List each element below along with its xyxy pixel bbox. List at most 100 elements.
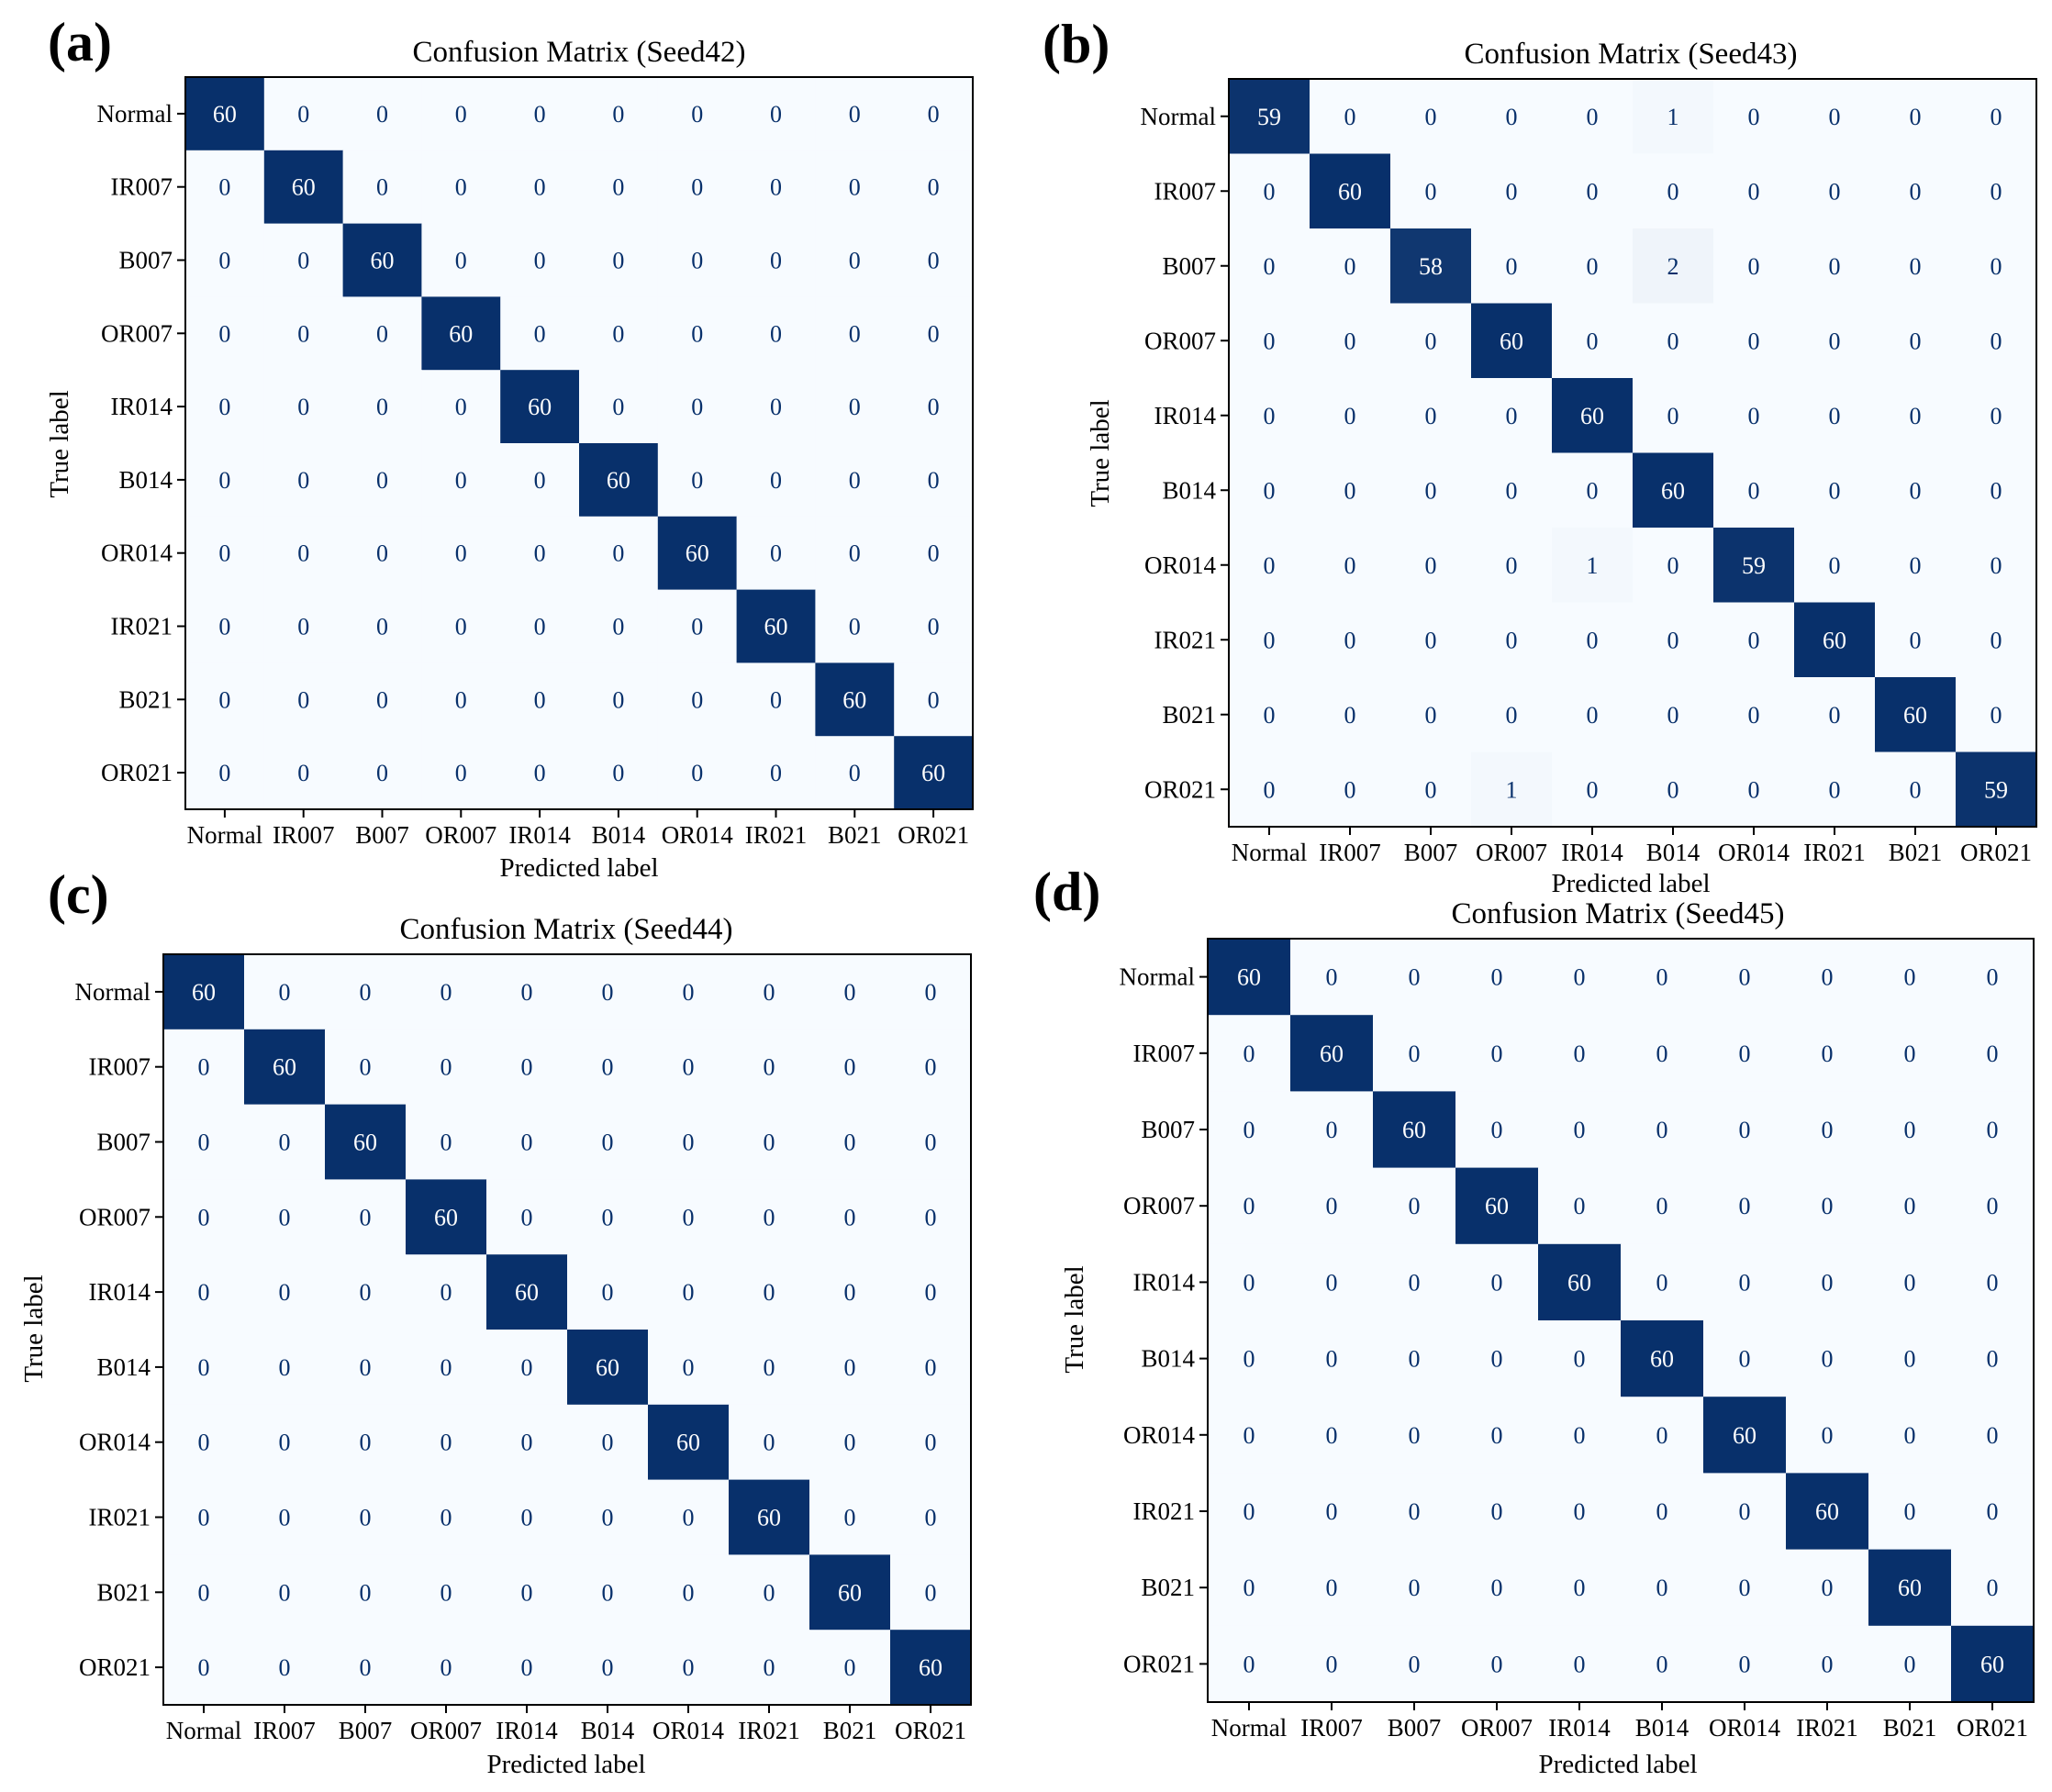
panel-d-cell-value-r0-c9: 0 — [1987, 964, 1999, 991]
panel-d-xtick-label-9: OR021 — [1957, 1714, 2028, 1742]
panel-d-cell-r6-c2 — [1373, 1397, 1456, 1474]
panel-a-cell-r5-c3 — [421, 443, 501, 518]
panel-d-cell-value-r7-c2: 0 — [1409, 1498, 1421, 1525]
panel-a-cell-r9-c1 — [263, 736, 344, 810]
panel-c-cell-value-r3-c3: 60 — [434, 1204, 458, 1230]
panel-d-cell-r0-c0 — [1208, 939, 1291, 1016]
panel-a-cell-value-r7-c5: 0 — [612, 614, 624, 640]
panel-d-cell-r1-c2 — [1373, 1015, 1456, 1092]
panel-a-cell-r9-c6 — [657, 736, 738, 810]
panel-c-cell-r2-c5 — [567, 1104, 649, 1180]
panel-d-cell-value-r8-c9: 0 — [1987, 1575, 1999, 1601]
panel-c-cell-value-r9-c9: 60 — [919, 1654, 942, 1681]
panel-d-cell-r2-c2 — [1373, 1091, 1456, 1169]
panel-d-cell-value-r3-c7: 0 — [1822, 1193, 1834, 1219]
panel-a-cell-r4-c6 — [657, 370, 738, 444]
panel-d-ytick-label-8: B021 — [1141, 1574, 1195, 1601]
panel-a-cell-r4-c0 — [185, 370, 265, 444]
panel-c-label: (c) — [48, 864, 109, 925]
panel-c-matrix-frame — [162, 953, 972, 1706]
panel-c-cell-r3-c1 — [244, 1179, 326, 1255]
panel-d-cell-r4-c0 — [1208, 1243, 1291, 1321]
panel-d-cell-r8-c6 — [1703, 1549, 1787, 1627]
panel-c-cell-r3-c8 — [809, 1179, 891, 1255]
panel-c-cell-value-r2-c1: 0 — [279, 1130, 291, 1156]
panel-d-cell-value-r9-c2: 0 — [1409, 1651, 1421, 1677]
panel-b-cell-value-r9-c2: 0 — [1425, 776, 1437, 803]
panel-b-cell-r8-c8 — [1875, 677, 1957, 752]
panel-c-ytick-label-2: B007 — [96, 1129, 151, 1156]
panel-c-cell-value-r2-c4: 0 — [521, 1130, 533, 1156]
panel-d-cell-value-r7-c0: 0 — [1243, 1498, 1255, 1525]
panel-a-matrix-frame — [184, 76, 974, 810]
panel-d-cell-r1-c5 — [1621, 1015, 1704, 1092]
panel-b-cell-value-r1-c8: 0 — [1910, 178, 1922, 205]
panel-d-cell-value-r2-c6: 0 — [1739, 1117, 1751, 1143]
panel-b-xtick-label-9: OR021 — [1960, 839, 2032, 866]
panel-d-cell-r4-c9 — [1951, 1243, 2035, 1321]
panel-b-cell-r9-c3 — [1471, 751, 1553, 828]
panel-c-cell-r6-c0 — [163, 1404, 245, 1481]
panel-d-cell-r9-c9 — [1951, 1625, 2035, 1703]
panel-d-cell-value-r8-c1: 0 — [1326, 1575, 1338, 1601]
panel-b-matrix-frame — [1228, 78, 2037, 828]
panel-d-cell-r0-c9 — [1951, 939, 2035, 1016]
panel-b-cell-r1-c6 — [1713, 153, 1795, 229]
panel-d-cell-value-r6-c0: 0 — [1243, 1422, 1255, 1449]
panel-b-cell-r3-c3 — [1471, 303, 1553, 379]
panel-a-cell-value-r7-c1: 0 — [297, 614, 309, 640]
panel-a-cell-r2-c5 — [579, 223, 659, 297]
panel-a-cell-r4-c9 — [894, 370, 974, 444]
panel-c-cell-r9-c2 — [325, 1630, 407, 1706]
panel-b-cell-value-r1-c7: 0 — [1829, 178, 1841, 205]
panel-c-cell-value-r4-c6: 0 — [683, 1279, 695, 1306]
panel-c-cell-value-r0-c0: 60 — [192, 979, 216, 1006]
panel-a-cell-value-r1-c4: 0 — [534, 174, 546, 201]
panel-d-cell-r0-c8 — [1868, 939, 1952, 1016]
panel-d-cell-r4-c3 — [1455, 1243, 1539, 1321]
panel-a-cell-value-r1-c2: 0 — [376, 174, 388, 201]
panel-c-cell-r5-c5 — [567, 1330, 649, 1406]
panel-c-cell-value-r1-c1: 60 — [273, 1054, 296, 1081]
panel-d-cell-value-r8-c2: 0 — [1409, 1575, 1421, 1601]
panel-d-cell-value-r9-c3: 0 — [1491, 1651, 1503, 1677]
panel-c-cell-value-r2-c6: 0 — [683, 1130, 695, 1156]
panel-d-cell-value-r6-c6: 60 — [1733, 1422, 1756, 1449]
panel-a-cell-r8-c2 — [342, 662, 422, 737]
panel-a-cell-r9-c3 — [421, 736, 501, 810]
panel-a-cell-value-r7-c3: 0 — [455, 614, 467, 640]
panel-b-cell-r8-c1 — [1310, 677, 1391, 752]
panel-b-cell-value-r9-c1: 0 — [1344, 776, 1356, 803]
panel-b-cell-r6-c3 — [1471, 528, 1553, 603]
panel-a-ytick-label-2: B007 — [118, 247, 173, 274]
panel-a-cell-value-r1-c7: 0 — [770, 174, 782, 201]
panel-d-cell-r3-c1 — [1290, 1167, 1374, 1245]
panel-a-cell-r8-c1 — [263, 662, 344, 737]
panel-b-cell-r2-c7 — [1794, 228, 1876, 304]
panel-b-cell-value-r0-c3: 0 — [1506, 104, 1518, 130]
panel-d-cell-r9-c0 — [1208, 1625, 1291, 1703]
panel-c-cell-value-r3-c9: 0 — [925, 1204, 937, 1230]
panel-c-cell-value-r9-c3: 0 — [441, 1654, 452, 1681]
panel-b-cell-value-r3-c6: 0 — [1748, 328, 1760, 354]
panel-b-cell-value-r8-c2: 0 — [1425, 702, 1437, 729]
panel-d-cell-r7-c9 — [1951, 1473, 2035, 1551]
panel-c-cell-value-r5-c8: 0 — [844, 1354, 856, 1381]
panel-a-cell-value-r9-c8: 0 — [849, 760, 861, 786]
panel-d-label: (d) — [1033, 862, 1100, 922]
panel-b-cell-r4-c1 — [1310, 378, 1391, 453]
panel-d-cell-value-r7-c6: 0 — [1739, 1498, 1751, 1525]
panel-c-cell-value-r8-c7: 0 — [764, 1579, 775, 1606]
panel-d-cell-value-r4-c7: 0 — [1822, 1269, 1834, 1296]
panel-c-cell-r3-c5 — [567, 1179, 649, 1255]
panel-c-cell-r6-c8 — [809, 1404, 891, 1481]
panel-d-cell-r8-c3 — [1455, 1549, 1539, 1627]
panel-c-cell-value-r6-c0: 0 — [198, 1430, 210, 1456]
panel-d-cell-value-r6-c2: 0 — [1409, 1422, 1421, 1449]
panel-c-cell-value-r9-c2: 0 — [360, 1654, 372, 1681]
panel-d-ylabel: True label — [1060, 1265, 1089, 1373]
panel-a-cell-value-r9-c3: 0 — [455, 760, 467, 786]
panel-d-cell-r7-c5 — [1621, 1473, 1704, 1551]
panel-a-cell-r5-c2 — [342, 443, 422, 518]
panel-d-cell-r0-c1 — [1290, 939, 1374, 1016]
